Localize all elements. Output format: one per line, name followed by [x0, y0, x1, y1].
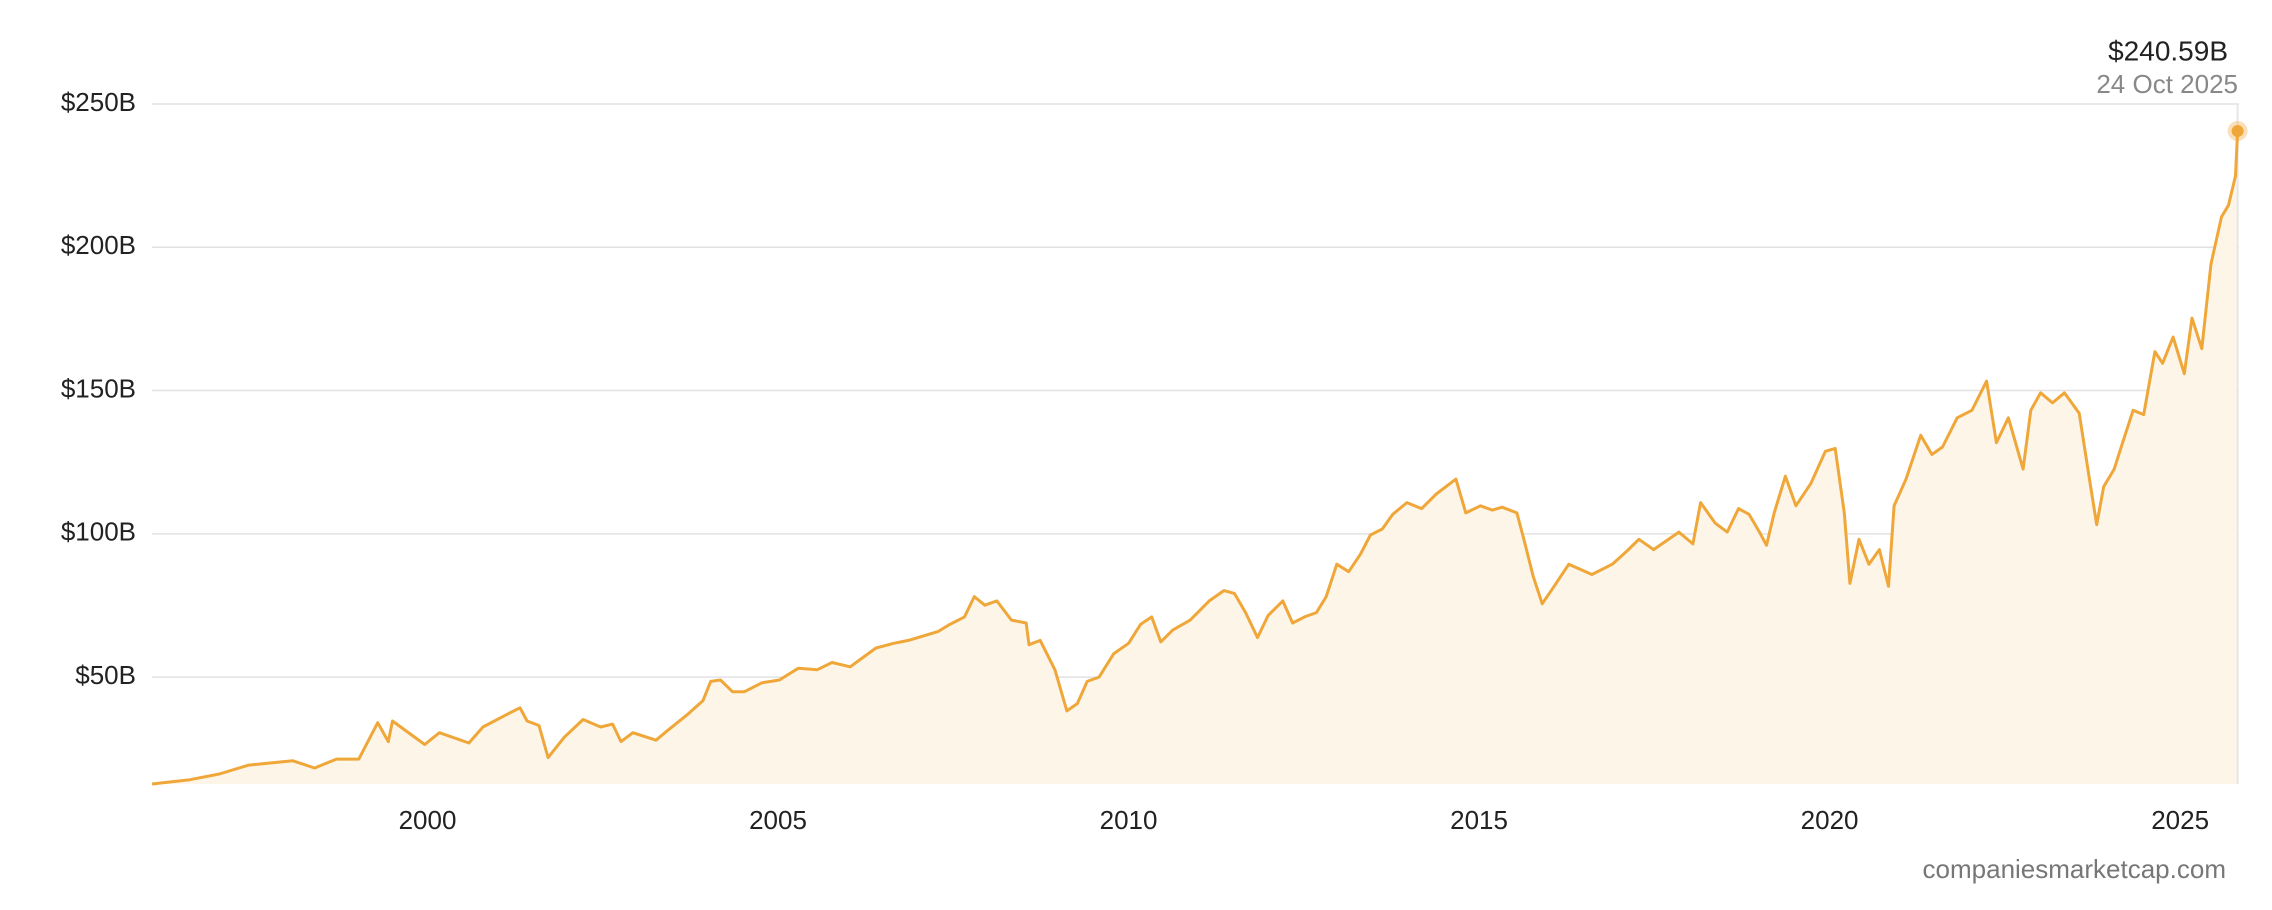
- x-tick-label: 2005: [749, 805, 807, 835]
- x-tick-label: 2010: [1100, 805, 1158, 835]
- line: [151, 130, 2240, 786]
- x-tick-label: 2000: [399, 805, 457, 835]
- x-tick-label: 2025: [2151, 805, 2209, 835]
- last-value: $240.59B: [2108, 35, 2228, 66]
- last-date: 24 Oct 2025: [2096, 69, 2238, 99]
- x-tick-label: 2020: [1801, 805, 1859, 835]
- y-tick-label: $200B: [61, 230, 136, 260]
- source: companiesmarketcap.com: [1923, 854, 2226, 884]
- y-tick-label: $150B: [61, 373, 136, 403]
- area: [152, 131, 2238, 784]
- y-tick-label: $50B: [75, 660, 136, 690]
- last-point: [2231, 124, 2244, 137]
- y-tick-label: $100B: [61, 517, 136, 547]
- x-tick-label: 2015: [1450, 805, 1508, 835]
- y-tick-label: $250B: [61, 87, 136, 117]
